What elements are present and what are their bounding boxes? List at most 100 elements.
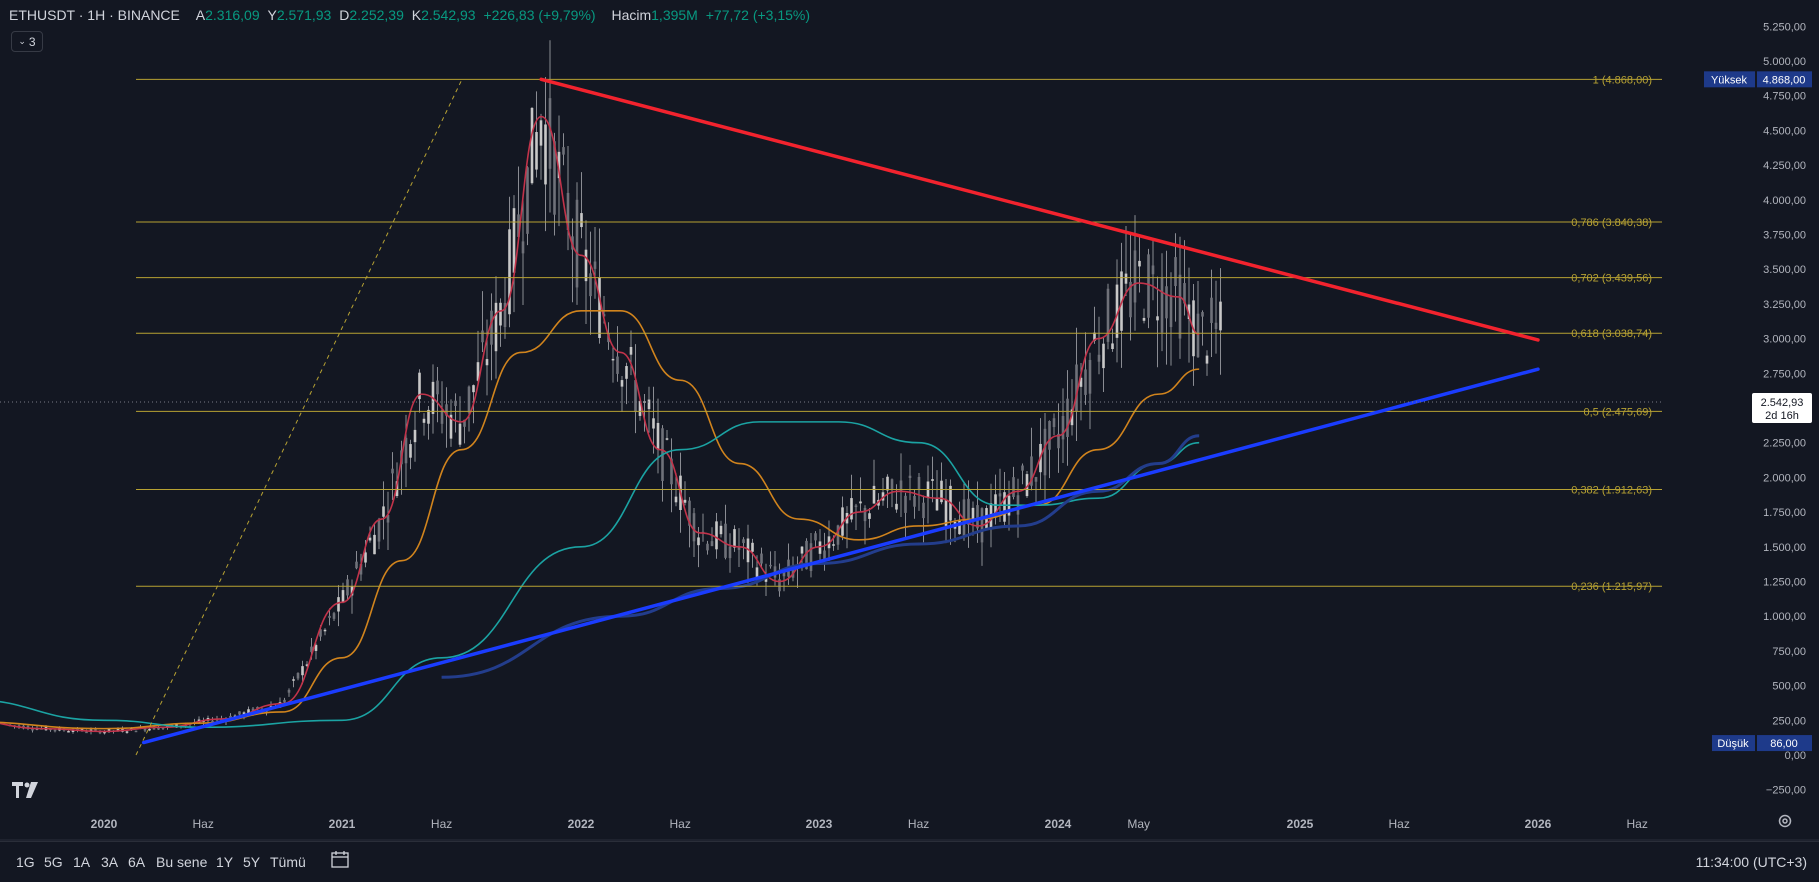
candle-body [350, 586, 354, 596]
timeframe-1y[interactable]: 1Y [216, 854, 234, 870]
candle-body [805, 540, 808, 570]
fib-level-label: 0,382 (1.912,63) [1571, 485, 1652, 497]
candle-body [751, 542, 754, 552]
price-tick-label: 750,00 [1772, 646, 1806, 658]
chart-area[interactable]: 1 (4.868,00) 0,786 (3.840,38) 0,702 (3.439… [0, 0, 1819, 841]
candle-body [512, 208, 516, 273]
candle-body [161, 727, 165, 729]
candle-body [472, 385, 475, 393]
low-label: D [339, 7, 350, 23]
candle-body [485, 359, 489, 366]
candle-body [391, 468, 394, 474]
candle-body [832, 544, 835, 546]
candle-body [368, 537, 372, 541]
time-tick-label: Haz [669, 817, 690, 831]
candle-body [1030, 456, 1033, 486]
trendlines [141, 77, 1540, 745]
time-tick-label: 2025 [1287, 817, 1314, 831]
price-tick-label: 1.750,00 [1763, 507, 1806, 519]
candle-body [157, 726, 160, 730]
calendar-goto-icon[interactable] [330, 849, 350, 869]
candle-body [557, 151, 561, 179]
symbol-header: ETHUSDT · 1H · BINANCE A2.316,09 Y2.571,… [9, 7, 810, 23]
candle-body [598, 277, 601, 338]
settings-gear-icon[interactable] [1777, 813, 1793, 829]
fib-level-label: 0,236 (1.215,97) [1571, 581, 1652, 593]
candle-body [71, 730, 75, 732]
candle-body [818, 541, 822, 554]
candle-body [1160, 277, 1164, 333]
candle-body [791, 565, 795, 578]
low-value: 2.252,39 [349, 7, 404, 23]
timeframe-1g[interactable]: 1G [16, 854, 35, 870]
candle-body [575, 199, 579, 288]
low-marker-bg [1712, 735, 1755, 752]
timeframe-this-year[interactable]: Bu sene [156, 854, 208, 870]
candle-body [1052, 418, 1056, 428]
candle-body [706, 543, 709, 551]
candle-body [800, 546, 804, 554]
candle-body [584, 249, 588, 282]
candle-body [134, 730, 138, 733]
clock-display[interactable]: 11:34:00 (UTC+3) [1695, 854, 1807, 870]
time-tick-label: Haz [1388, 817, 1409, 831]
price-tick-label: 0,00 [1785, 750, 1806, 762]
candle-body [53, 729, 57, 732]
candle-body [634, 380, 637, 413]
tradingview-logo[interactable] [12, 781, 40, 804]
candle-body [449, 414, 453, 439]
candle-body [908, 475, 912, 479]
timeframe-5y[interactable]: 5Y [243, 854, 261, 870]
indicators-toggle-button[interactable]: ⌄ 3 [11, 31, 43, 52]
candle-body [94, 729, 97, 731]
candle-body [922, 502, 925, 519]
candle-body [778, 579, 781, 592]
candle-body [638, 400, 642, 416]
candle-body [494, 302, 498, 352]
candle-body [872, 485, 876, 504]
time-tick-label: May [1127, 817, 1150, 831]
candle-body [521, 241, 525, 254]
time-tick-label: 2024 [1045, 817, 1072, 831]
candle-body [593, 261, 597, 269]
resistance-trendline [539, 77, 1540, 342]
candle-body [890, 479, 894, 491]
candle-body [292, 679, 295, 681]
high-value: 2.571,93 [276, 7, 332, 23]
timeframe-all[interactable]: Tümü [270, 854, 306, 870]
candle-body [305, 664, 309, 666]
time-tick-label: Haz [908, 817, 929, 831]
candle-body [332, 613, 336, 619]
candle-body [719, 525, 723, 535]
open-label: A [195, 7, 206, 23]
timeframe-3a[interactable]: 3A [101, 854, 119, 870]
candle-body [962, 499, 966, 536]
symbol-title[interactable]: ETHUSDT · 1H · BINANCE [9, 7, 180, 23]
ma-teal-line [0, 421, 1200, 729]
candle-body [530, 107, 534, 184]
price-axis: 5.250,00 5.000,00 4.750,00 4.500,00 4.250,00… [0, 21, 1812, 797]
candle-body [683, 499, 687, 503]
candle-body [346, 579, 349, 596]
timeframe-5g[interactable]: 5G [44, 854, 63, 870]
candle-body [895, 503, 898, 510]
candle-body [1183, 283, 1186, 304]
candle-body [1070, 409, 1074, 426]
candle-body [1201, 312, 1204, 317]
candle-body [1111, 343, 1114, 350]
last-price-box [1752, 393, 1812, 424]
timeframe-6a[interactable]: 6A [128, 854, 146, 870]
price-tick-label: 4.750,00 [1763, 91, 1806, 103]
fib-level-label: 1 (4.868,00) [1593, 74, 1652, 86]
tradingview-logo-icon [12, 782, 38, 798]
candle-body [863, 507, 867, 522]
candle-body [359, 563, 363, 575]
candle-body [940, 480, 943, 503]
timeframe-1a[interactable]: 1A [73, 854, 91, 870]
candle-body [143, 728, 147, 731]
candle-body [589, 273, 592, 297]
support-trendline [141, 367, 1540, 745]
candle-body [103, 731, 106, 734]
candle-body [409, 444, 412, 458]
close-label: K [411, 7, 422, 23]
